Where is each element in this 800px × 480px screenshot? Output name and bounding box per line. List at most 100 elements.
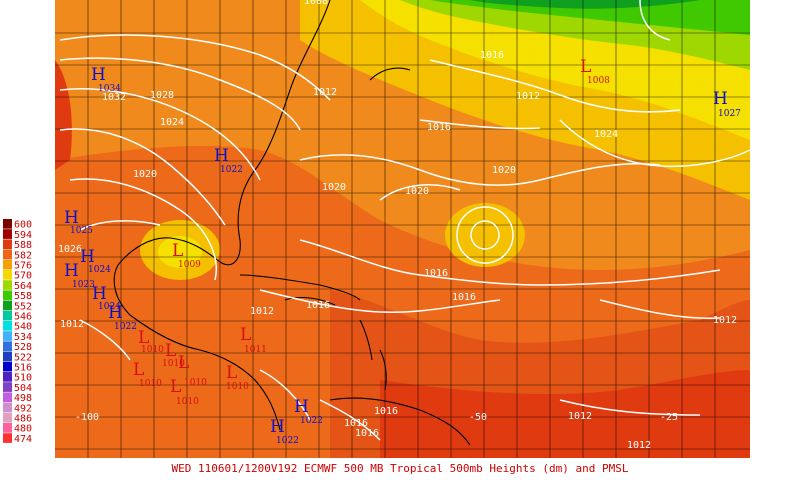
isobar-label: 1012 xyxy=(250,306,274,317)
legend-swatch xyxy=(3,280,12,290)
lon-label: -100 xyxy=(75,412,99,423)
svg-text:1009: 1009 xyxy=(178,260,201,270)
legend-label: 522 xyxy=(14,352,32,363)
low-pressure-center: L 1009 xyxy=(172,241,201,270)
legend-swatch xyxy=(3,229,12,239)
legend-swatch xyxy=(3,249,12,260)
isobar-label: 1016 xyxy=(427,122,451,133)
isobar-label: 1020 xyxy=(133,169,157,180)
legend-swatch xyxy=(3,372,12,382)
isobar-label: 1012 xyxy=(568,411,592,422)
svg-text:L: L xyxy=(133,360,144,380)
svg-text:1027: 1027 xyxy=(718,109,741,119)
legend-label: 546 xyxy=(14,312,32,323)
isobar-label: 1024 xyxy=(594,129,618,140)
svg-text:1024: 1024 xyxy=(88,265,111,275)
legend-swatch xyxy=(3,321,12,331)
legend-label: 594 xyxy=(14,230,32,241)
svg-text:1025: 1025 xyxy=(70,226,93,236)
legend-swatch xyxy=(3,351,12,362)
svg-text:1008: 1008 xyxy=(587,76,610,86)
svg-text:1034: 1034 xyxy=(98,84,121,94)
isobar-label: 1026 xyxy=(58,244,82,255)
svg-text:L: L xyxy=(172,241,183,261)
legend-label: 600 xyxy=(14,220,32,231)
svg-text:1022: 1022 xyxy=(114,322,137,332)
legend-swatch xyxy=(3,433,12,443)
legend-swatch xyxy=(3,402,12,413)
legend-label: 564 xyxy=(14,281,32,292)
isobar-label: 1012 xyxy=(627,440,651,451)
legend-swatch xyxy=(3,382,12,392)
high-pressure-center: H 1022 xyxy=(294,397,323,426)
svg-text:H: H xyxy=(108,303,123,323)
legend-label: 486 xyxy=(14,414,32,425)
isobar-label: 1016 xyxy=(355,428,379,439)
svg-text:L: L xyxy=(226,363,237,383)
legend-swatch xyxy=(3,412,12,423)
legend-label: 474 xyxy=(14,434,32,445)
high-pressure-center: H 1024 xyxy=(92,284,121,312)
svg-text:L: L xyxy=(178,353,189,373)
coastlines xyxy=(113,0,471,446)
high-pressure-center: H 1024 xyxy=(80,247,111,275)
legend-label: 516 xyxy=(14,363,32,374)
isobar-label: 1016 xyxy=(306,300,330,311)
low-pressure-center: L 1010 xyxy=(133,360,162,389)
legend-swatch xyxy=(3,423,12,433)
svg-text:1010: 1010 xyxy=(141,345,164,355)
isobar-label: 1012 xyxy=(313,87,337,98)
legend-label: 540 xyxy=(14,322,32,333)
isobar-label: 1020 xyxy=(405,186,429,197)
svg-text:L: L xyxy=(165,341,176,361)
legend-label: 582 xyxy=(14,250,32,261)
legend-swatch xyxy=(3,239,12,250)
svg-text:L: L xyxy=(580,57,591,77)
legend-swatch xyxy=(3,219,12,229)
svg-text:H: H xyxy=(270,417,285,437)
pressure-centers: H 1034 H 1022 H 1027 H 1025 H 1024 H 102… xyxy=(64,57,741,446)
lon-label: -50 xyxy=(469,412,487,423)
legend-label: 504 xyxy=(14,383,32,394)
svg-text:1010: 1010 xyxy=(176,397,199,407)
low-pressure-center: L 1008 xyxy=(580,57,610,86)
svg-text:1010: 1010 xyxy=(139,379,162,389)
svg-text:1022: 1022 xyxy=(220,165,243,175)
legend-swatch xyxy=(3,290,12,301)
legend-label: 498 xyxy=(14,393,32,404)
low-pressure-center: L 1010 xyxy=(178,353,207,388)
isobar-label: 1012 xyxy=(516,91,540,102)
isobar-label: 1020 xyxy=(492,165,516,176)
legend-label: 480 xyxy=(14,424,32,435)
longitude-labels: -100 -50 -25 xyxy=(75,412,678,423)
high-pressure-center: H 1022 xyxy=(270,417,299,446)
isobar-label: 1028 xyxy=(150,90,174,101)
svg-text:H: H xyxy=(713,89,728,109)
svg-text:H: H xyxy=(92,284,107,304)
svg-text:H: H xyxy=(64,261,79,281)
isobars xyxy=(59,0,751,441)
isobar-label: 1012 xyxy=(713,315,737,326)
isobar-label: 1008 xyxy=(304,0,328,7)
high-pressure-center: H 1023 xyxy=(64,261,95,290)
svg-text:1010: 1010 xyxy=(162,359,185,369)
legend-label: 552 xyxy=(14,301,32,312)
svg-text:H: H xyxy=(80,247,95,267)
svg-text:H: H xyxy=(64,208,79,228)
legend-swatch xyxy=(3,341,12,352)
legend-swatch xyxy=(3,259,12,270)
low-pressure-center: L 1010 xyxy=(162,341,185,369)
svg-text:H: H xyxy=(294,397,309,417)
legend-label: 510 xyxy=(14,373,32,384)
svg-text:L: L xyxy=(138,328,149,348)
legend-swatch xyxy=(3,270,12,280)
legend-label: 558 xyxy=(14,291,32,302)
legend-label: 528 xyxy=(14,342,32,353)
lat-lon-grid xyxy=(55,0,750,458)
high-pressure-center: H 1027 xyxy=(713,89,741,119)
svg-text:L: L xyxy=(240,325,251,345)
isobar-label: 1024 xyxy=(160,117,184,128)
isobar-label: 1016 xyxy=(452,292,476,303)
isobar-label: 1032 xyxy=(102,92,126,103)
